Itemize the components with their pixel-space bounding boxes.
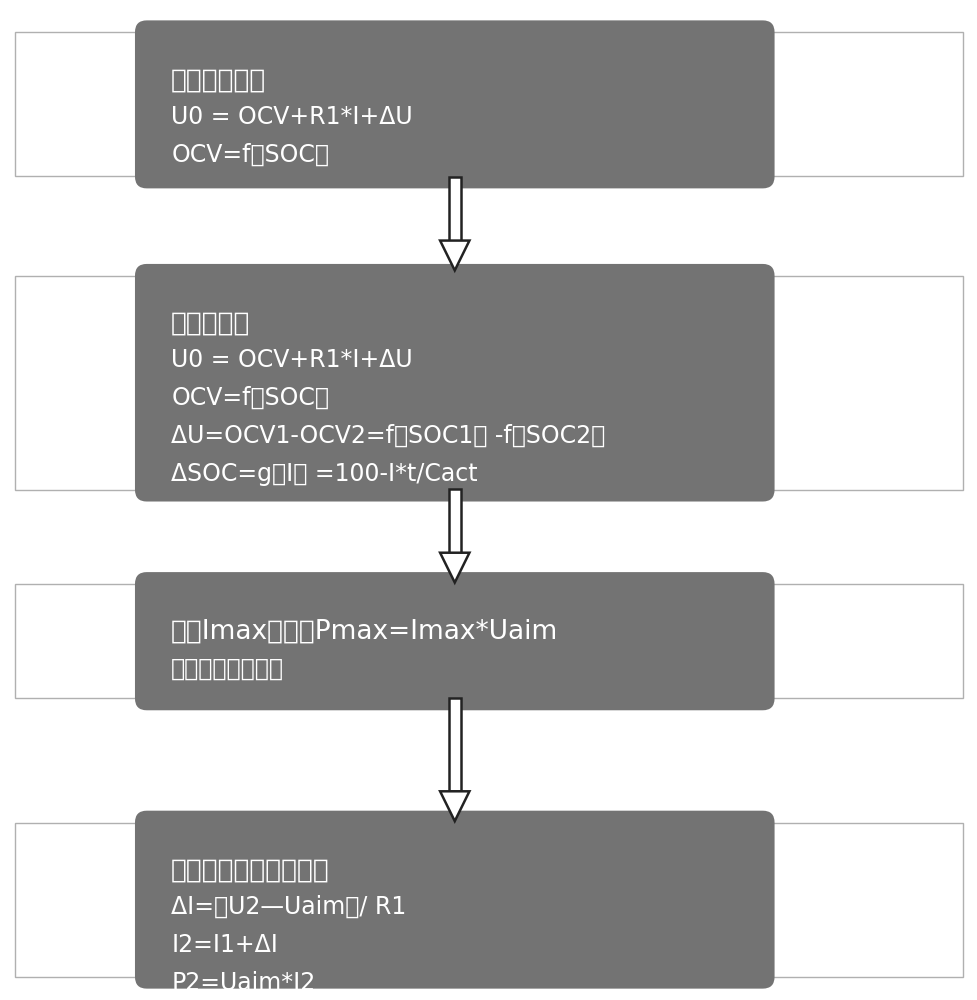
Polygon shape: [440, 791, 469, 821]
FancyBboxPatch shape: [135, 264, 774, 502]
FancyBboxPatch shape: [135, 572, 774, 710]
Polygon shape: [440, 553, 469, 583]
Text: OCV=f（SOC）: OCV=f（SOC）: [171, 143, 329, 167]
Text: OCV=f（SOC）: OCV=f（SOC）: [171, 386, 329, 410]
Text: 建立物理模型: 建立物理模型: [171, 67, 266, 93]
Polygon shape: [448, 489, 460, 553]
Text: P2=Uaim*I2: P2=Uaim*I2: [171, 971, 315, 995]
Text: 根据实验数据进行调整: 根据实验数据进行调整: [171, 857, 329, 883]
Text: ΔSOC=g（I） =100-I*t/Cact: ΔSOC=g（I） =100-I*t/Cact: [171, 462, 478, 486]
Text: ΔI=（U2—Uaim）/ R1: ΔI=（U2—Uaim）/ R1: [171, 895, 406, 919]
Polygon shape: [440, 241, 469, 270]
Polygon shape: [448, 177, 460, 241]
FancyBboxPatch shape: [135, 811, 774, 989]
Text: I2=I1+ΔI: I2=I1+ΔI: [171, 933, 277, 957]
Text: 联立方程组: 联立方程组: [171, 311, 250, 337]
Text: 求解Imax并计算Pmax=Imax*Uaim: 求解Imax并计算Pmax=Imax*Uaim: [171, 619, 558, 645]
Text: U0 = OCV+R1*I+ΔU: U0 = OCV+R1*I+ΔU: [171, 105, 412, 129]
Text: 设置实际实验参数: 设置实际实验参数: [171, 657, 284, 681]
Text: U0 = OCV+R1*I+ΔU: U0 = OCV+R1*I+ΔU: [171, 348, 412, 372]
Text: ΔU=OCV1-OCV2=f（SOC1） -f（SOC2）: ΔU=OCV1-OCV2=f（SOC1） -f（SOC2）: [171, 424, 605, 448]
FancyBboxPatch shape: [135, 20, 774, 188]
Polygon shape: [448, 698, 460, 791]
